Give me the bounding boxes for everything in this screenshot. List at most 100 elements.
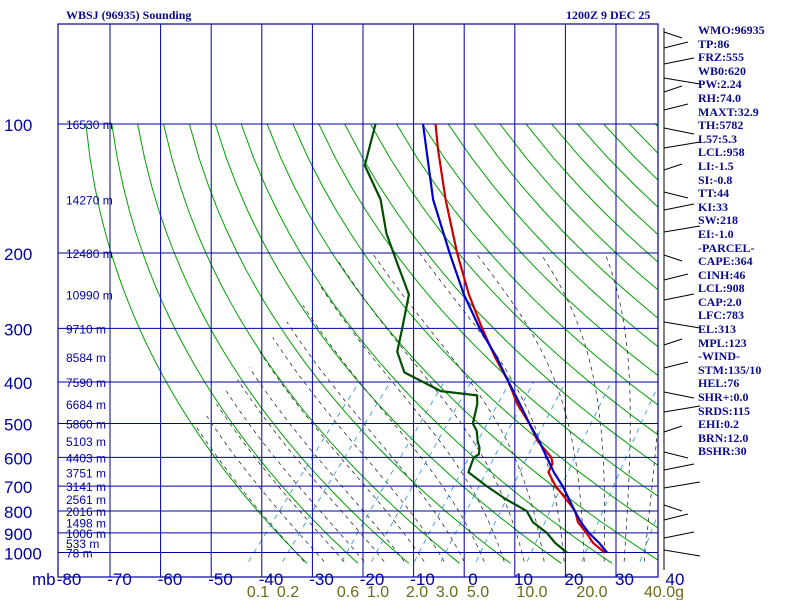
parameter-item: SW:218 [698, 213, 739, 228]
pressure-tick-label: 900 [4, 525, 32, 544]
moist-adiabat-line [419, 252, 565, 562]
pressure-tick-label: 600 [4, 449, 32, 468]
height-label: 14270 m [66, 194, 113, 208]
height-label: 8584 m [66, 351, 106, 365]
wind-barb [663, 103, 689, 111]
moist-adiabat-line [475, 252, 585, 562]
mixing-ratio-line [413, 381, 511, 562]
wind-barb [663, 163, 683, 171]
pressure-tick-label: 500 [4, 416, 32, 435]
temperature-tick-label: -70 [107, 570, 132, 589]
moist-adiabat-line [372, 252, 545, 562]
height-label: 2016 m [66, 505, 106, 519]
moist-adiabat-line [206, 415, 325, 562]
height-label: 3141 m [66, 480, 106, 494]
wind-barb [663, 203, 695, 211]
wind-barb [663, 549, 701, 557]
parameter-item: MPL:123 [698, 335, 747, 350]
dry-adiabat-line [318, 123, 658, 497]
height-label: 7590 m [66, 376, 106, 390]
temperature-tick-label: 10 [514, 570, 533, 589]
temperature-tick-label: -30 [309, 570, 334, 589]
mixing-ratio-label: 0.6 [337, 584, 359, 600]
parameter-item: WMO:96935 [698, 23, 765, 37]
height-label: 10990 m [66, 289, 113, 303]
moist-adiabat-line [237, 379, 385, 562]
parameter-item: CAPE:364 [698, 254, 753, 269]
chart-title: WBSJ (96935) Sounding [66, 8, 192, 22]
wind-barb [663, 141, 701, 149]
dry-adiabat-line [396, 123, 658, 406]
parameter-item: EI:-1.0 [698, 226, 734, 241]
wind-barb [663, 31, 683, 39]
grid [57, 23, 659, 578]
wind-barb [663, 254, 683, 262]
parameter-item: FRZ:555 [698, 50, 744, 65]
parameter-item: TH:5782 [698, 118, 744, 133]
parameter-item: EHI:0.2 [698, 417, 740, 432]
moist-adiabat-line [286, 321, 465, 562]
wind-barb [663, 191, 689, 199]
dry-adiabat-line [421, 123, 658, 377]
moist-adiabat-line [604, 252, 631, 562]
height-label: 5103 m [66, 435, 106, 449]
height-label: 1006 m [66, 527, 106, 541]
moist-adiabat-line [643, 418, 658, 562]
moist-adiabat-line [302, 305, 485, 562]
wind-barb [663, 513, 689, 521]
moist-adiabat-line [248, 367, 405, 562]
mixing-ratio-line [282, 381, 391, 562]
height-label: 5860 m [66, 418, 106, 432]
mixing-ratio-line [371, 381, 472, 562]
parameter-item: SRDS:115 [698, 403, 751, 418]
mixing-ratio-label: 20.0 [576, 584, 607, 600]
moist-adiabat-line [272, 337, 445, 562]
observation-time: 1200Z 9 DEC 25 [566, 8, 651, 22]
moist-adiabat-line [539, 252, 606, 562]
wind-barb [663, 361, 689, 369]
temperature-tick-label: 0 [468, 570, 477, 589]
wind-barb [663, 463, 695, 471]
dry-adiabat-line [370, 123, 658, 436]
height-label: 533 m [66, 537, 99, 551]
plot-frame [57, 23, 659, 578]
temperature-tick-label: -50 [208, 570, 233, 589]
parameter-item: CINH:46 [698, 267, 746, 282]
dry-adiabat-line [473, 123, 658, 319]
height-label: 4403 m [66, 451, 106, 465]
temperature-tick-label: 40 [666, 570, 685, 589]
parameter-item: LCL:958 [698, 145, 745, 160]
mixing-ratio-line [341, 381, 445, 562]
height-label: 9710 m [66, 322, 106, 336]
wind-barb [663, 85, 683, 93]
parameter-item: WB0:620 [698, 63, 746, 78]
pressure-tick-label: 100 [4, 116, 32, 135]
pressure-tick-label: 700 [4, 478, 32, 497]
parameter-item: STM:135/10 [698, 362, 762, 377]
mixing-ratio-line [639, 512, 658, 562]
parameter-item: RH:74.0 [698, 90, 741, 105]
height-label: 16530 m [66, 118, 113, 132]
wind-barb [663, 41, 689, 49]
pressure-tick-label: 300 [4, 320, 32, 339]
wind-barb [663, 451, 689, 459]
parameter-item: SHR+:0.0 [698, 390, 749, 405]
pressure-tick-label: 800 [4, 503, 32, 522]
parameter-item: HEL:76 [698, 376, 740, 391]
moist-adiabat-line [216, 403, 345, 562]
mixing-ratio-line [440, 381, 535, 562]
temperature-tick-label: -80 [57, 570, 82, 589]
temperature-tick-label: -20 [360, 570, 385, 589]
wind-barb [663, 338, 683, 346]
parameter-item: LCL:908 [698, 281, 745, 296]
height-label: 3751 m [66, 466, 106, 480]
mixing-ratio-label: 2.0 [406, 584, 428, 600]
temperature-tick-label: -40 [259, 570, 284, 589]
parameter-item: KI:33 [698, 199, 728, 214]
mixing-ratio-line [581, 384, 658, 562]
mixing-ratio-label: 5.0 [467, 584, 489, 600]
parameter-item: LI:-1.5 [698, 158, 734, 173]
